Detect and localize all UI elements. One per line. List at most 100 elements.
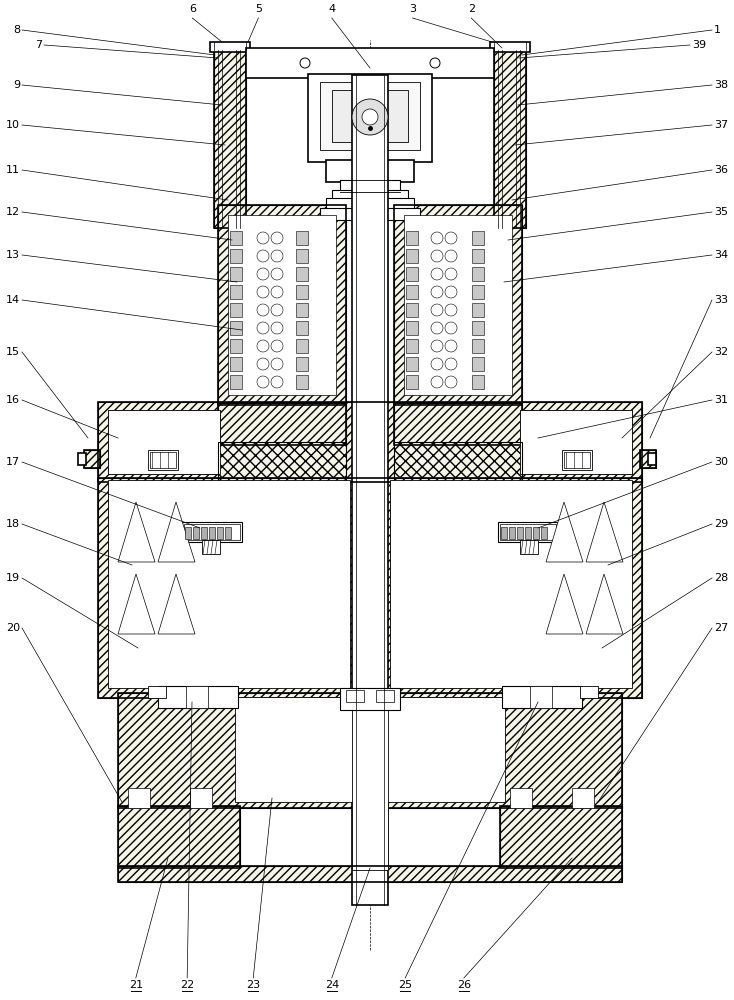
Bar — [118, 806, 240, 868]
Bar — [500, 806, 622, 868]
Polygon shape — [406, 339, 418, 353]
Bar — [176, 410, 220, 474]
Polygon shape — [296, 267, 308, 281]
Bar — [193, 527, 199, 539]
Polygon shape — [190, 788, 212, 808]
Circle shape — [445, 376, 457, 388]
Polygon shape — [235, 697, 505, 802]
Polygon shape — [148, 450, 178, 470]
Polygon shape — [352, 698, 388, 870]
Circle shape — [445, 322, 457, 334]
Polygon shape — [218, 442, 346, 482]
Bar — [214, 50, 246, 228]
Polygon shape — [112, 570, 200, 638]
Circle shape — [445, 232, 457, 244]
Bar — [640, 450, 656, 468]
Circle shape — [445, 340, 457, 352]
Polygon shape — [182, 522, 242, 542]
Text: 26: 26 — [457, 980, 471, 990]
Polygon shape — [490, 42, 530, 52]
Text: 15: 15 — [6, 347, 20, 357]
Polygon shape — [230, 303, 242, 317]
Polygon shape — [376, 690, 394, 702]
Bar — [394, 403, 522, 445]
Polygon shape — [406, 231, 418, 245]
Polygon shape — [296, 285, 308, 299]
Circle shape — [445, 268, 457, 280]
Polygon shape — [352, 75, 388, 905]
Bar — [118, 693, 622, 808]
Circle shape — [445, 358, 457, 370]
Polygon shape — [404, 215, 512, 395]
Polygon shape — [406, 375, 418, 389]
Bar — [218, 205, 346, 405]
Polygon shape — [394, 405, 522, 445]
Bar — [394, 205, 522, 405]
Bar — [520, 410, 564, 474]
Polygon shape — [340, 688, 400, 710]
Text: 22: 22 — [180, 980, 195, 990]
Polygon shape — [108, 480, 350, 688]
Text: 1: 1 — [714, 25, 721, 35]
Polygon shape — [520, 540, 538, 554]
Polygon shape — [406, 267, 418, 281]
Text: 8: 8 — [13, 25, 20, 35]
Bar — [390, 490, 485, 638]
Polygon shape — [158, 686, 238, 708]
Polygon shape — [390, 480, 632, 688]
Circle shape — [445, 304, 457, 316]
Polygon shape — [586, 502, 623, 562]
Circle shape — [271, 250, 283, 262]
Polygon shape — [530, 686, 552, 708]
Bar — [84, 450, 100, 468]
Polygon shape — [230, 285, 242, 299]
Circle shape — [431, 250, 443, 262]
Polygon shape — [472, 249, 484, 263]
Polygon shape — [108, 410, 220, 474]
Circle shape — [257, 286, 269, 298]
Circle shape — [257, 268, 269, 280]
Text: 34: 34 — [714, 250, 728, 260]
Circle shape — [431, 286, 443, 298]
Polygon shape — [326, 160, 414, 182]
Text: 33: 33 — [714, 295, 728, 305]
Text: 38: 38 — [714, 80, 728, 90]
Circle shape — [271, 232, 283, 244]
Polygon shape — [296, 303, 308, 317]
Text: 4: 4 — [328, 4, 335, 14]
Circle shape — [271, 304, 283, 316]
Polygon shape — [320, 82, 420, 150]
Text: 11: 11 — [6, 165, 20, 175]
Circle shape — [445, 250, 457, 262]
Bar — [509, 527, 515, 539]
Polygon shape — [230, 357, 242, 371]
Polygon shape — [562, 450, 592, 470]
Polygon shape — [648, 453, 656, 465]
Bar — [218, 403, 346, 445]
Text: 9: 9 — [13, 80, 20, 90]
Polygon shape — [546, 502, 583, 562]
Polygon shape — [158, 502, 195, 562]
Circle shape — [300, 58, 310, 68]
Circle shape — [257, 250, 269, 262]
Text: 24: 24 — [324, 980, 339, 990]
Polygon shape — [118, 502, 155, 562]
Text: 37: 37 — [714, 120, 728, 130]
Text: 17: 17 — [6, 457, 20, 467]
Bar — [533, 527, 539, 539]
Text: 28: 28 — [714, 573, 728, 583]
Polygon shape — [540, 570, 628, 638]
Circle shape — [431, 358, 443, 370]
Polygon shape — [472, 231, 484, 245]
Polygon shape — [326, 198, 414, 210]
Text: 16: 16 — [6, 395, 20, 405]
Circle shape — [362, 109, 378, 125]
Polygon shape — [332, 190, 408, 200]
Text: 39: 39 — [692, 40, 706, 50]
Text: 23: 23 — [246, 980, 261, 990]
Circle shape — [271, 268, 283, 280]
Text: 21: 21 — [128, 980, 143, 990]
Bar — [218, 490, 300, 638]
Polygon shape — [228, 215, 336, 395]
Polygon shape — [540, 498, 628, 566]
